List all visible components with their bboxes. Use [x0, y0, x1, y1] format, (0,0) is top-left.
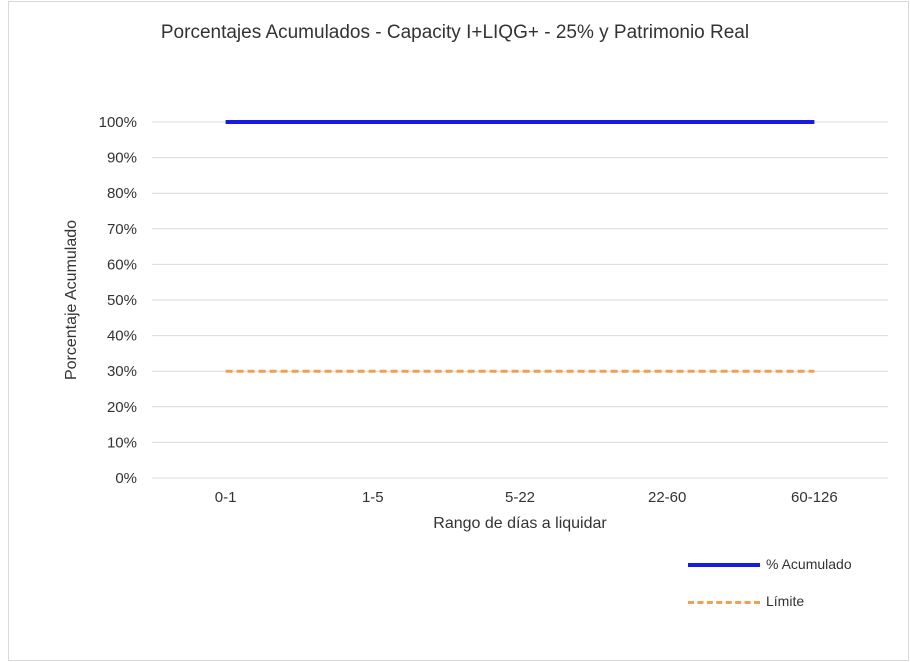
x-tick-label-1: 1-5	[362, 489, 384, 506]
y-tick-label-70: 70%	[107, 221, 137, 238]
y-tick-label-40: 40%	[107, 328, 137, 345]
x-tick-label-2: 5-22	[505, 489, 535, 506]
series-lines	[225, 120, 815, 373]
legend-item-acumulado: % Acumulado	[688, 555, 888, 575]
chart-title: Porcentajes Acumulados - Capacity I+LIQG…	[160, 22, 750, 43]
y-tick-label-60: 60%	[107, 256, 137, 273]
gridlines	[152, 121, 888, 479]
x-tick-label-4: 60-126	[791, 489, 838, 506]
y-tick-label-50: 50%	[107, 292, 137, 309]
chart-frame	[8, 1, 909, 661]
legend-label-acumulado: % Acumulado	[766, 556, 852, 572]
y-tick-label-30: 30%	[107, 363, 137, 380]
legend: % Acumulado Límite	[688, 555, 888, 629]
y-tick-label-0: 0%	[115, 470, 137, 487]
legend-label-limite: Límite	[766, 593, 805, 609]
y-tick-label-80: 80%	[107, 185, 137, 202]
x-axis-ticks: 0-1 1-5 5-22 22-60 60-126	[215, 489, 838, 506]
legend-item-limite: Límite	[688, 592, 888, 612]
x-tick-label-3: 22-60	[648, 489, 686, 506]
legend-swatch-limite	[688, 601, 760, 604]
y-tick-label-100: 100%	[99, 114, 137, 131]
y-axis-ticks: 0% 10% 20% 30% 40% 50% 60% 70% 80% 90% 100%	[99, 114, 137, 487]
y-tick-label-90: 90%	[107, 150, 137, 167]
y-tick-label-20: 20%	[107, 399, 137, 416]
x-tick-label-0: 0-1	[215, 489, 237, 506]
y-axis-title: Porcentaje Acumulado	[63, 220, 80, 380]
legend-swatch-acumulado	[688, 563, 760, 567]
x-axis-title: Rango de días a liquidar	[433, 515, 607, 532]
y-tick-label-10: 10%	[107, 434, 137, 451]
